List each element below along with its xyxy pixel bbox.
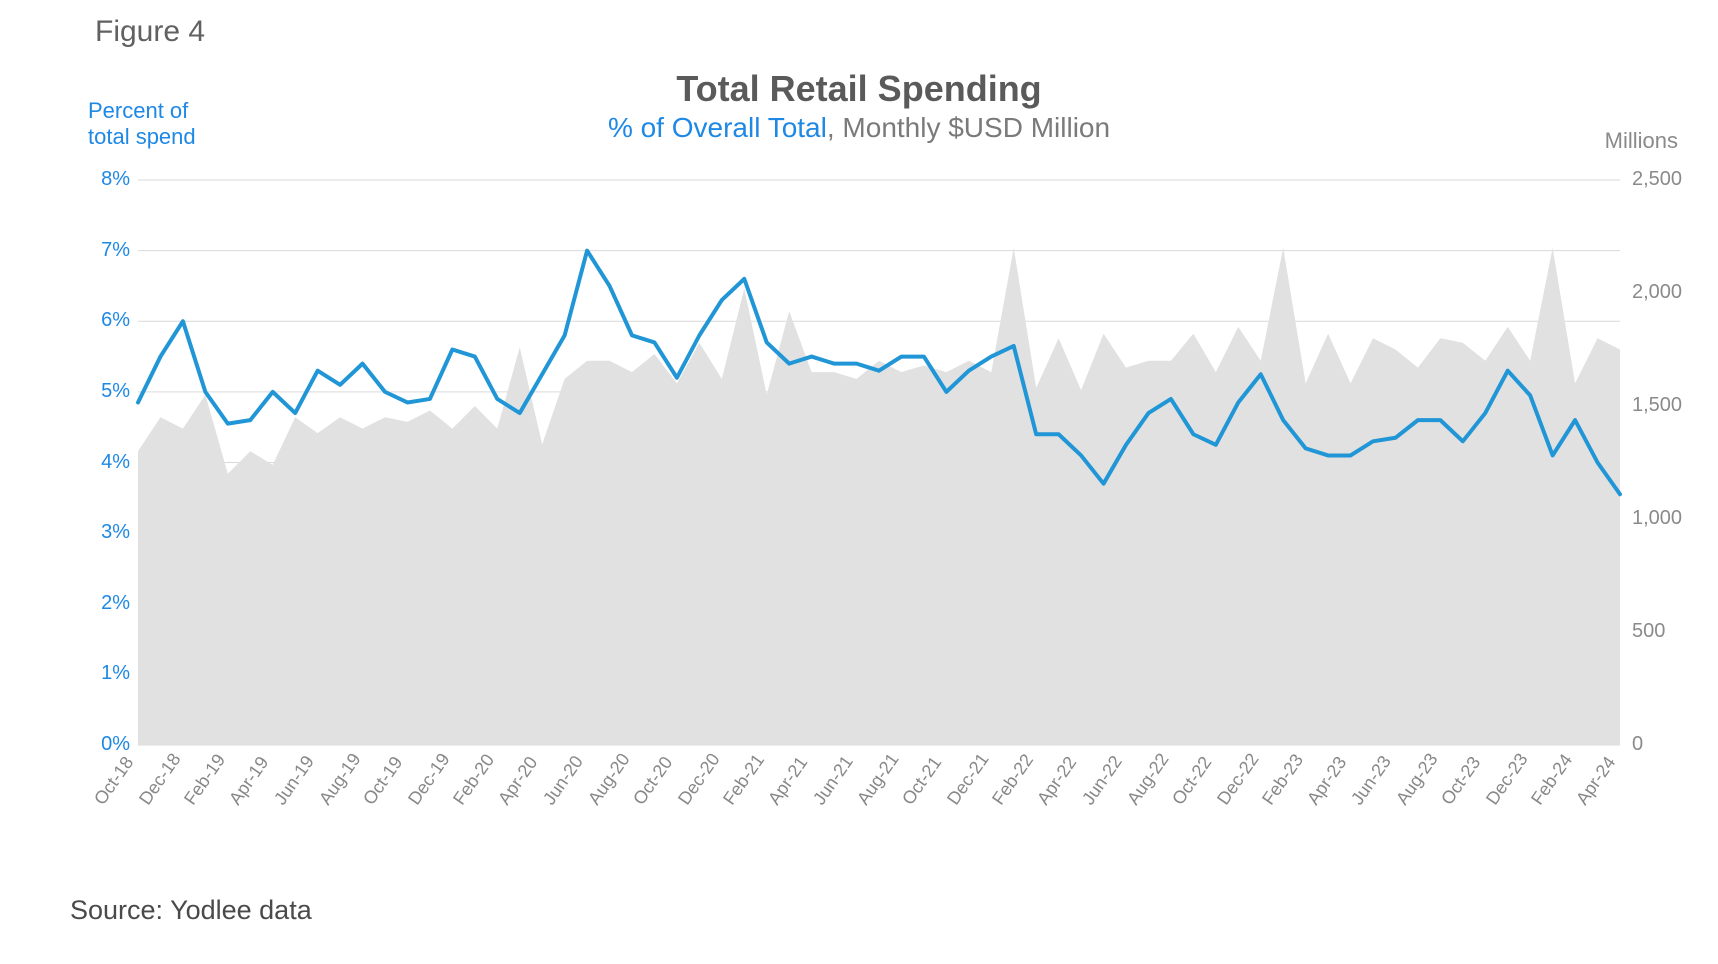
y1-tick: 3% xyxy=(80,521,130,544)
y2-tick: 1,500 xyxy=(1632,394,1702,417)
y1-tick: 7% xyxy=(80,239,130,262)
y1-tick: 0% xyxy=(80,733,130,756)
y1-tick: 6% xyxy=(80,309,130,332)
y1-tick: 2% xyxy=(80,592,130,615)
y2-tick: 2,500 xyxy=(1632,168,1702,191)
y1-tick: 8% xyxy=(80,168,130,191)
y2-tick: 2,000 xyxy=(1632,281,1702,304)
source-text: Source: Yodlee data xyxy=(70,895,312,926)
y1-tick: 4% xyxy=(80,451,130,474)
y2-tick: 1,000 xyxy=(1632,507,1702,530)
y1-tick: 5% xyxy=(80,380,130,403)
chart-page: { "figure_label": "Figure 4", "title": "… xyxy=(0,0,1718,964)
y2-tick: 500 xyxy=(1632,620,1702,643)
y2-tick: 0 xyxy=(1632,733,1702,756)
y1-tick: 1% xyxy=(80,662,130,685)
